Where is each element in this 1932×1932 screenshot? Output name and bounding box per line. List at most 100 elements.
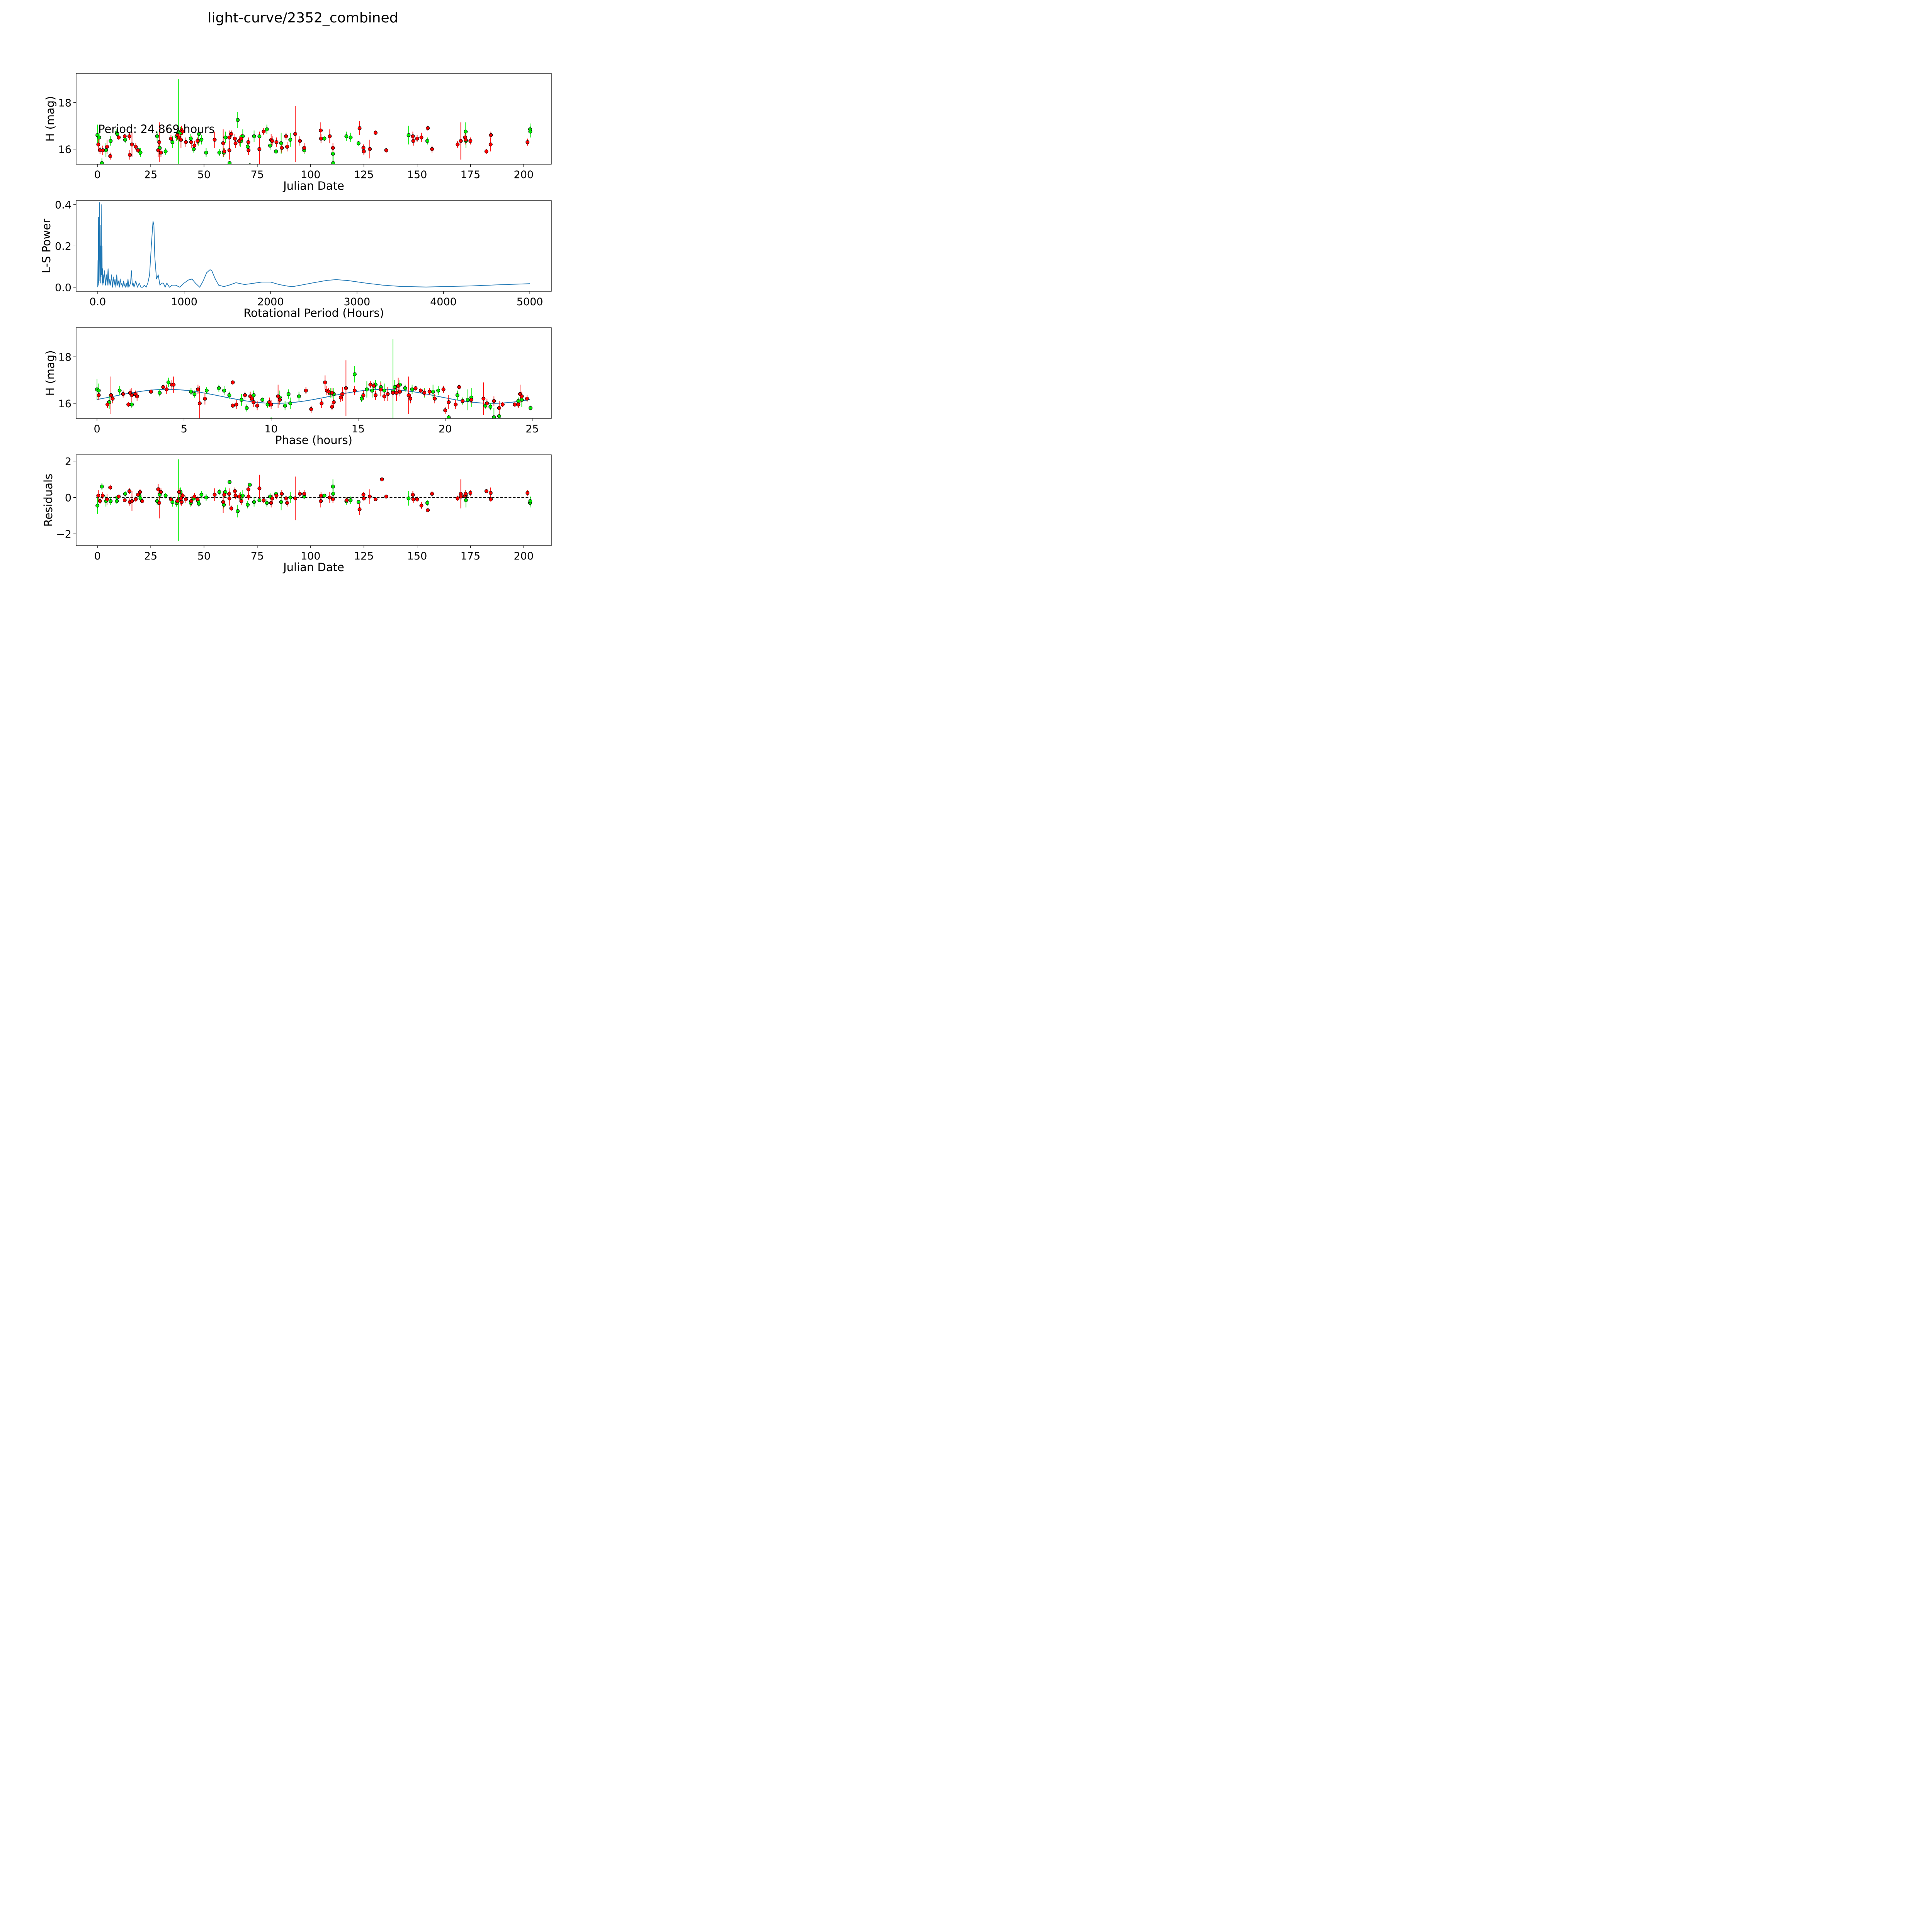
- data-point: [165, 387, 169, 391]
- data-point: [488, 405, 493, 409]
- data-point: [461, 399, 465, 403]
- data-point: [222, 493, 226, 497]
- data-point: [157, 140, 162, 144]
- data-point: [104, 148, 108, 152]
- data-point: [179, 496, 183, 500]
- data-point: [158, 391, 162, 395]
- data-point: [231, 403, 235, 408]
- data-point: [177, 490, 181, 494]
- periodogram-y-ticks: 0.0 0.2 0.4: [55, 199, 76, 294]
- data-point: [115, 499, 119, 503]
- data-point: [419, 135, 423, 139]
- data-point: [425, 501, 429, 505]
- data-point: [246, 140, 250, 144]
- data-point: [138, 150, 143, 155]
- data-point: [252, 393, 256, 397]
- data-point: [100, 485, 104, 489]
- data-point: [130, 402, 134, 406]
- data-point: [526, 491, 530, 495]
- data-point: [269, 402, 273, 406]
- data-point: [520, 398, 524, 402]
- data-point: [361, 393, 366, 397]
- data-point: [117, 135, 121, 139]
- data-point: [98, 499, 102, 503]
- data-point: [489, 133, 493, 137]
- data-point: [393, 385, 397, 389]
- data-point: [338, 395, 343, 400]
- data-point: [130, 499, 134, 503]
- data-point: [247, 495, 251, 499]
- data-point: [328, 134, 332, 138]
- data-point: [456, 496, 460, 500]
- data-point: [262, 129, 266, 134]
- data-point: [105, 145, 109, 149]
- data-point: [382, 388, 386, 393]
- data-point: [100, 493, 105, 498]
- data-point: [415, 136, 419, 141]
- data-point: [413, 386, 418, 390]
- data-point: [161, 385, 165, 389]
- data-point: [228, 161, 232, 164]
- data-point: [231, 380, 235, 384]
- data-point: [100, 148, 105, 152]
- x-tick-label: 200: [514, 169, 534, 181]
- residuals-x-label: Julian Date: [282, 561, 344, 574]
- data-point: [528, 129, 532, 134]
- data-point: [260, 398, 265, 402]
- data-point: [122, 134, 127, 138]
- x-tick-label: 3000: [344, 296, 370, 308]
- data-point: [373, 497, 378, 502]
- data-point: [340, 392, 345, 396]
- data-point: [361, 146, 366, 150]
- data-point: [319, 136, 323, 141]
- data-point: [403, 386, 407, 390]
- data-point: [320, 401, 324, 405]
- data-point: [304, 388, 308, 393]
- data-point: [492, 415, 496, 418]
- periodogram-plot-area: [97, 202, 530, 288]
- data-point: [126, 402, 131, 406]
- data-point: [302, 146, 306, 150]
- data-point: [370, 388, 374, 393]
- data-point: [357, 507, 362, 511]
- data-point: [411, 139, 415, 143]
- data-point: [217, 386, 221, 390]
- data-point: [236, 509, 240, 513]
- data-point: [433, 396, 437, 401]
- data-point: [365, 387, 369, 391]
- data-point: [246, 503, 250, 507]
- data-point: [257, 147, 262, 151]
- residuals-frame: [76, 454, 552, 546]
- data-point: [331, 497, 335, 502]
- x-tick-label: 100: [301, 550, 321, 562]
- figure: light-curve/2352_combined 0 25 50 75 100 125 1…: [0, 0, 606, 606]
- data-point: [270, 139, 274, 143]
- data-point: [284, 134, 288, 138]
- data-point: [122, 498, 127, 502]
- residuals-plot-area: [95, 459, 532, 541]
- data-point: [352, 388, 357, 393]
- residuals-panel: 0 25 50 75 100 125 150 175 200 −202 Julian Date …: [42, 454, 552, 574]
- data-point: [349, 135, 353, 139]
- x-tick-label: 125: [354, 169, 374, 181]
- data-point: [331, 485, 335, 489]
- data-point: [222, 388, 226, 393]
- data-point: [246, 487, 250, 492]
- data-point: [140, 499, 144, 503]
- data-point: [246, 145, 250, 149]
- data-point: [204, 150, 208, 155]
- data-point: [192, 143, 197, 148]
- data-point: [243, 393, 247, 397]
- data-point: [276, 394, 280, 398]
- data-point: [252, 400, 256, 404]
- data-point: [229, 132, 233, 136]
- data-point: [127, 134, 131, 138]
- data-point: [222, 149, 226, 153]
- data-point: [302, 492, 306, 496]
- data-point: [274, 140, 279, 144]
- data-point: [252, 134, 256, 138]
- data-layer: [97, 202, 530, 288]
- data-point: [96, 493, 100, 498]
- data-point: [419, 503, 423, 508]
- data-point: [330, 405, 334, 409]
